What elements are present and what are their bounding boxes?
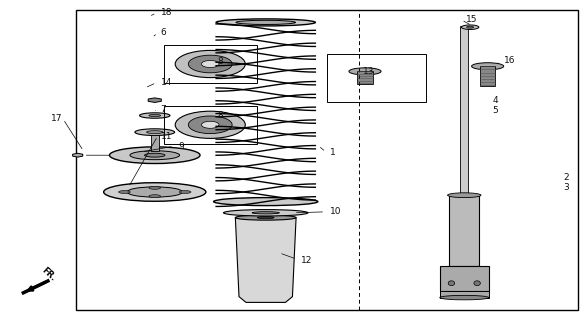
- Text: 10: 10: [330, 207, 342, 216]
- Text: 2: 2: [564, 173, 569, 182]
- Bar: [449, 195, 479, 266]
- Ellipse shape: [188, 55, 232, 73]
- Ellipse shape: [467, 26, 474, 28]
- Text: 13: 13: [363, 67, 375, 76]
- Ellipse shape: [252, 212, 279, 214]
- Ellipse shape: [135, 129, 175, 136]
- Ellipse shape: [461, 25, 479, 29]
- Text: 1: 1: [330, 148, 336, 156]
- Text: 5: 5: [492, 106, 498, 115]
- Text: 4: 4: [492, 96, 498, 105]
- Ellipse shape: [474, 281, 480, 286]
- Text: 11: 11: [161, 132, 172, 141]
- Ellipse shape: [130, 151, 180, 160]
- Ellipse shape: [179, 190, 191, 193]
- Text: 18: 18: [161, 8, 172, 17]
- Text: 9: 9: [178, 142, 184, 151]
- Ellipse shape: [145, 153, 165, 157]
- Text: 17: 17: [51, 114, 63, 123]
- Text: 3: 3: [564, 183, 569, 192]
- Ellipse shape: [119, 190, 130, 193]
- Ellipse shape: [349, 68, 381, 75]
- Text: FR.: FR.: [40, 266, 57, 283]
- Polygon shape: [235, 218, 296, 302]
- Bar: [357, 71, 373, 84]
- Text: 14: 14: [161, 78, 172, 87]
- Ellipse shape: [258, 217, 274, 219]
- Text: 15: 15: [466, 15, 478, 24]
- Bar: [460, 26, 468, 198]
- Ellipse shape: [175, 51, 245, 78]
- Ellipse shape: [471, 63, 503, 70]
- Ellipse shape: [235, 215, 296, 220]
- Ellipse shape: [110, 147, 200, 164]
- Ellipse shape: [127, 187, 183, 197]
- Ellipse shape: [149, 115, 161, 117]
- Ellipse shape: [188, 116, 232, 134]
- Bar: [440, 291, 489, 298]
- Bar: [151, 135, 159, 151]
- Text: 16: 16: [504, 56, 516, 65]
- Text: 8: 8: [217, 111, 223, 120]
- Ellipse shape: [175, 111, 245, 138]
- Text: 7: 7: [161, 105, 166, 114]
- Bar: [440, 266, 489, 291]
- Ellipse shape: [440, 295, 489, 300]
- Ellipse shape: [214, 198, 318, 206]
- Ellipse shape: [224, 210, 308, 216]
- Ellipse shape: [201, 60, 219, 68]
- Polygon shape: [148, 98, 161, 102]
- Text: 12: 12: [301, 256, 312, 265]
- Ellipse shape: [201, 121, 219, 128]
- Ellipse shape: [147, 131, 163, 134]
- Polygon shape: [72, 153, 83, 157]
- Ellipse shape: [236, 20, 296, 25]
- Ellipse shape: [449, 281, 454, 286]
- Text: 6: 6: [161, 28, 166, 36]
- Text: 8: 8: [217, 57, 223, 66]
- Ellipse shape: [104, 183, 206, 201]
- Ellipse shape: [447, 193, 481, 198]
- Ellipse shape: [149, 186, 161, 189]
- Ellipse shape: [149, 195, 161, 198]
- Ellipse shape: [216, 19, 315, 26]
- Ellipse shape: [140, 113, 170, 118]
- Bar: [480, 66, 495, 86]
